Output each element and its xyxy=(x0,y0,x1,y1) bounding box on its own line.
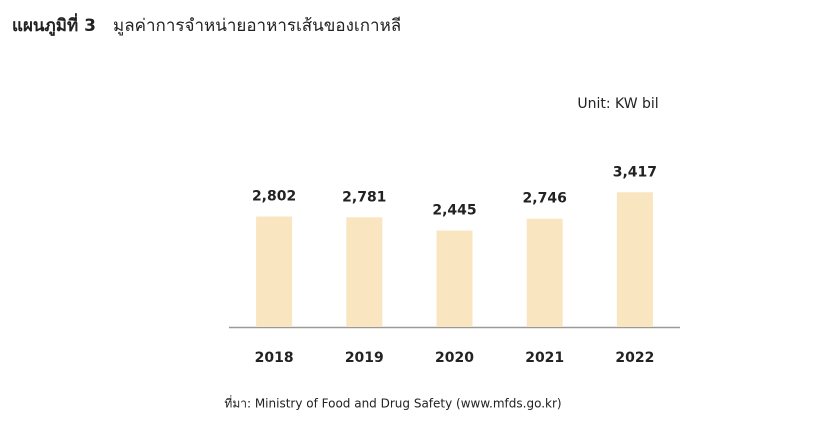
value-label: 2,802 xyxy=(252,189,296,205)
bar xyxy=(616,192,653,327)
value-label: 2,781 xyxy=(342,189,386,205)
source-note: ที่มา: Ministry of Food and Drug Safety … xyxy=(224,395,561,411)
unit-label: Unit: KW bil xyxy=(577,96,658,112)
x-tick-label: 2019 xyxy=(345,350,384,366)
value-label: 2,445 xyxy=(432,203,476,219)
x-tick-label: 2020 xyxy=(435,350,474,366)
x-tick-label: 2018 xyxy=(255,350,294,366)
bar xyxy=(256,216,293,327)
bar xyxy=(436,230,473,327)
bar xyxy=(526,218,563,327)
chart-title: มูลค่าการจำหน่ายอาหารเส้นของเกาหลี xyxy=(113,16,401,36)
value-label: 3,417 xyxy=(613,164,657,180)
value-label: 2,746 xyxy=(523,191,567,207)
chart-title-prefix: แผนภูมิที่ 3 xyxy=(12,13,96,37)
x-tick-label: 2022 xyxy=(615,350,654,366)
bar xyxy=(346,217,383,327)
x-tick-label: 2021 xyxy=(525,350,564,366)
